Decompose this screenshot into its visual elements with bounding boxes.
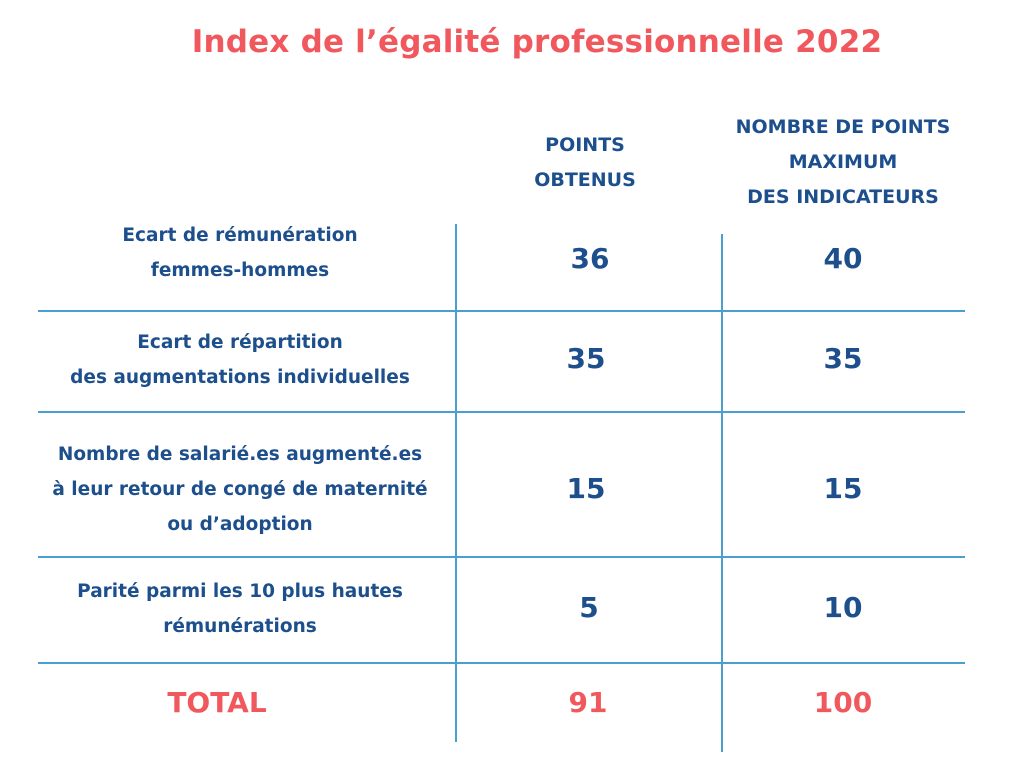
total-points-obtained: 91 — [568, 686, 608, 719]
column-divider — [455, 224, 457, 742]
row-divider — [38, 662, 965, 664]
points-max-value: 10 — [823, 591, 863, 624]
column-divider — [721, 234, 723, 752]
total-points-max: 100 — [813, 686, 873, 719]
row-divider — [38, 556, 965, 558]
points-max-value: 15 — [823, 472, 863, 505]
column-header-max-points: NOMBRE DE POINTS MAXIMUM DES INDICATEURS — [735, 116, 951, 208]
points-obtained-value: 15 — [566, 472, 606, 505]
points-obtained-value: 5 — [579, 591, 599, 624]
page-title: Index de l’égalité professionnelle 2022 — [191, 24, 883, 60]
points-obtained-value: 35 — [566, 342, 606, 375]
row-label: Parité parmi les 10 plus hautes rémunéra… — [77, 581, 403, 637]
row-label: Ecart de rémunération femmes-hommes — [122, 225, 358, 281]
points-obtained-value: 36 — [570, 242, 610, 275]
row-label: Ecart de répartition des augmentations i… — [70, 332, 410, 388]
row-divider — [38, 310, 965, 312]
row-divider — [38, 411, 965, 413]
column-header-points-obtained: POINTS OBTENUS — [534, 134, 636, 191]
row-label: Nombre de salarié.es augmenté.es à leur … — [52, 444, 428, 535]
points-max-value: 35 — [823, 342, 863, 375]
total-label: TOTAL — [167, 686, 267, 719]
points-max-value: 40 — [823, 242, 863, 275]
